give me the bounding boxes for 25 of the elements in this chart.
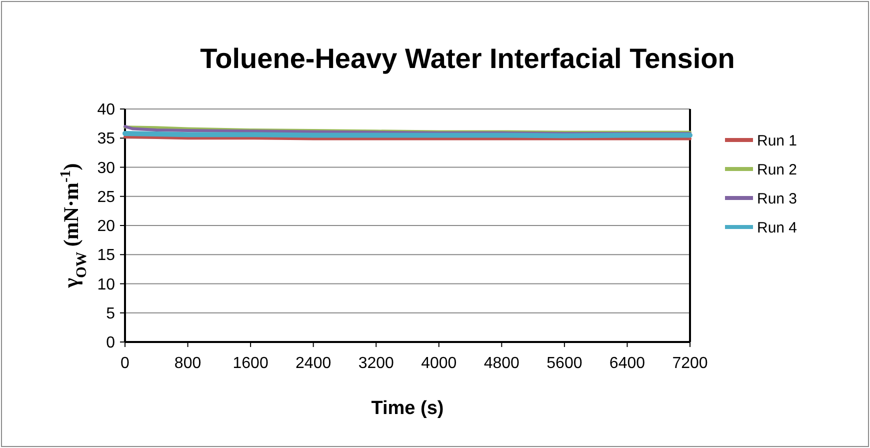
y-tick-label: 30 [97,160,116,177]
chart-title: Toluene-Heavy Water Interfacial Tension [200,43,735,74]
y-tick-label: 20 [97,218,116,236]
x-tick-label: 800 [174,355,202,372]
y-tick-label: 5 [106,305,116,322]
x-tick-label: 4800 [484,355,520,372]
y-tick-label: 10 [97,276,116,294]
y-tick-label: 35 [97,130,116,148]
legend-label: Run 1 [757,132,798,150]
x-tick-label: 2400 [296,355,332,372]
legend-label: Run 3 [757,190,798,208]
y-tick-label: 0 [106,334,116,352]
x-tick-label: 0 [120,355,130,372]
x-axis-title: Time (s) [371,398,444,419]
y-tick-label: 40 [97,102,116,119]
x-tick-label: 6400 [609,355,646,372]
x-tick-label: 4000 [421,355,457,372]
x-tick-label: 1600 [232,355,268,372]
x-tick-label: 7200 [672,355,708,372]
legend-label: Run 2 [757,161,798,178]
y-tick-label: 25 [97,188,116,206]
legend-label: Run 4 [757,219,798,236]
x-tick-label: 3200 [358,355,394,372]
x-tick-label: 5600 [546,355,582,372]
y-tick-label: 15 [97,247,116,264]
